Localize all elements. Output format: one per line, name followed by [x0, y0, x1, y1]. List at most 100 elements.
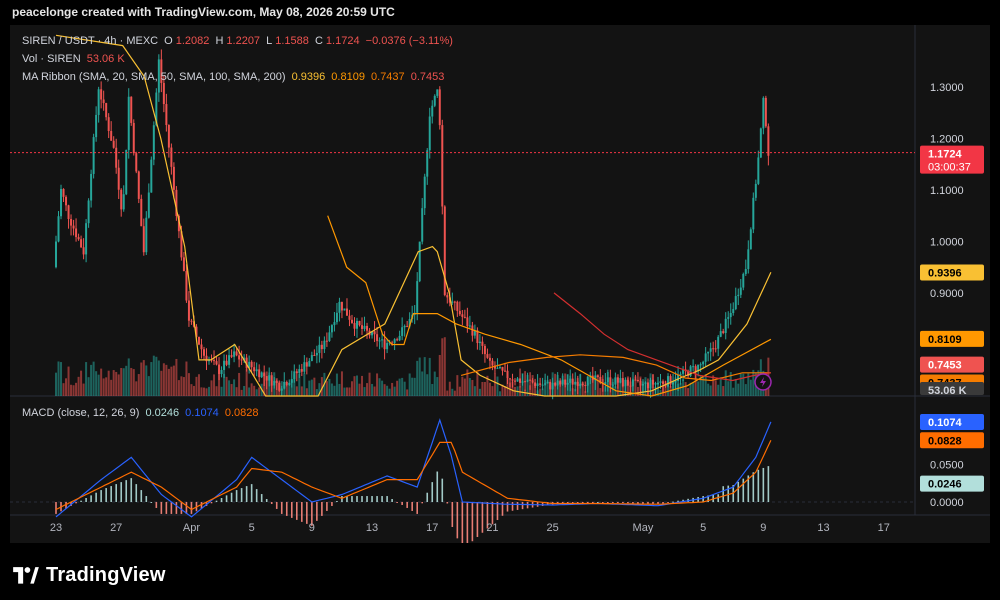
- volume-bar: [295, 386, 298, 396]
- candle-body: [358, 320, 361, 326]
- volume-bar: [310, 379, 313, 396]
- volume-bar: [228, 380, 231, 396]
- candle-body: [253, 367, 256, 372]
- volume-bar: [599, 388, 602, 396]
- volume-bar: [416, 360, 419, 396]
- candle-body: [486, 354, 489, 358]
- volume-bar: [408, 373, 411, 396]
- volume-bar: [529, 385, 532, 396]
- volume-bar: [67, 366, 70, 396]
- candle-body: [300, 369, 303, 372]
- volume-bar: [330, 383, 333, 396]
- candle-body: [177, 215, 180, 232]
- ma-line-sma20: [55, 34, 772, 397]
- candle-body: [744, 269, 747, 274]
- volume-bar: [443, 337, 446, 396]
- candle-body: [215, 361, 218, 365]
- volume-bar: [202, 387, 205, 396]
- volume-bar: [258, 387, 261, 396]
- candle-body: [672, 382, 675, 385]
- macd-histogram-bar: [406, 502, 408, 508]
- candle-body: [172, 166, 175, 190]
- macd-histogram-bar: [371, 496, 373, 502]
- macd-histogram-bar: [511, 502, 514, 511]
- lightning-icon[interactable]: [754, 373, 772, 391]
- high-value: 1.2207: [226, 35, 261, 47]
- macd-histogram-bar: [120, 482, 123, 502]
- candle-body: [669, 376, 672, 385]
- candle-body: [383, 339, 386, 350]
- candle-body: [378, 340, 381, 342]
- volume-bar: [298, 374, 301, 396]
- candle-body: [147, 192, 150, 218]
- close-label: C: [314, 35, 323, 47]
- candle-body: [275, 380, 278, 383]
- candle-body: [398, 335, 401, 341]
- price-tick-label: 1.2000: [930, 133, 964, 145]
- macd-histogram-bar: [391, 499, 393, 502]
- candle-body: [574, 381, 577, 385]
- volume-bar: [137, 374, 140, 396]
- volume-label[interactable]: Vol · SIREN: [22, 53, 81, 65]
- candle-body: [228, 355, 231, 365]
- candle-body: [699, 364, 702, 366]
- candle-body: [659, 381, 662, 383]
- time-tick-label: 27: [110, 522, 122, 534]
- macd-histogram-bar: [115, 484, 117, 502]
- chart-svg[interactable]: 0.1074 0.0828 0.0246 1.3000 1.2000 1.1000 1.0…: [10, 25, 990, 550]
- volume-bar: [87, 377, 90, 396]
- tradingview-logo[interactable]: TradingView: [12, 562, 166, 588]
- candle-body: [175, 189, 178, 216]
- volume-bar: [684, 382, 687, 396]
- chart-frame[interactable]: 0.1074 0.0828 0.0246 1.3000 1.2000 1.1000 1.0…: [10, 25, 990, 550]
- candle-body: [278, 382, 281, 391]
- macd-label[interactable]: MACD (close, 12, 26, 9): [22, 407, 140, 419]
- volume-bar: [704, 374, 707, 396]
- volume-bar: [493, 373, 496, 396]
- candle-body: [310, 355, 313, 361]
- volume-bar: [305, 388, 308, 396]
- volume-bar: [526, 374, 529, 396]
- sma200-badge: 0.7453: [920, 356, 984, 373]
- volume-bar: [386, 385, 389, 396]
- candle-body: [102, 99, 105, 104]
- candle-body: [737, 294, 740, 297]
- price-tick-label: 1.1000: [930, 185, 964, 197]
- volume-bar: [208, 386, 211, 396]
- symbol-label[interactable]: SIREN / USDT · 4h · MEXC: [22, 35, 159, 47]
- candle-body: [609, 377, 612, 385]
- volume-bar: [391, 382, 394, 396]
- candle-body: [376, 334, 379, 341]
- candle-body: [514, 380, 517, 382]
- candle-body: [401, 327, 404, 336]
- high-label: H: [215, 35, 224, 47]
- volume-bar: [737, 383, 740, 396]
- macd-histogram-bar: [361, 496, 363, 502]
- time-tick-label: Apr: [183, 522, 200, 534]
- candle-body: [323, 340, 326, 350]
- price-badges: 1.172403:00:370.93960.81090.74530.743753…: [920, 145, 984, 397]
- volume-bar: [102, 378, 105, 396]
- candle-body: [654, 383, 657, 385]
- ma-label[interactable]: MA Ribbon (SMA, 20, SMA, 50, SMA, 100, S…: [22, 71, 286, 83]
- credit-text: peacelonge created with TradingView.com,…: [12, 5, 395, 19]
- candle-body: [285, 381, 288, 385]
- volume-bar: [448, 381, 451, 396]
- sma50-badge-bg: [920, 330, 984, 347]
- candle-body: [60, 188, 63, 217]
- time-axis: 23 27 Apr 5 9 13 17 21 25 May 5 9 13 17: [50, 522, 890, 534]
- volume-bar: [230, 384, 233, 396]
- macd-histogram-bar: [270, 502, 273, 504]
- volume-bar: [458, 386, 461, 396]
- candle-body: [456, 301, 459, 311]
- candle-body: [524, 381, 527, 383]
- volume-bar: [388, 388, 391, 396]
- volume-bar: [195, 376, 198, 396]
- volume-bar: [135, 381, 138, 396]
- low-label: L: [266, 35, 273, 47]
- volume-bar: [687, 388, 690, 396]
- last-price-badge-text: 1.1724: [928, 149, 963, 161]
- volume-bar: [85, 362, 88, 396]
- macd-histogram-bar: [145, 496, 148, 502]
- ma-value-sma200: 0.7453: [410, 71, 445, 83]
